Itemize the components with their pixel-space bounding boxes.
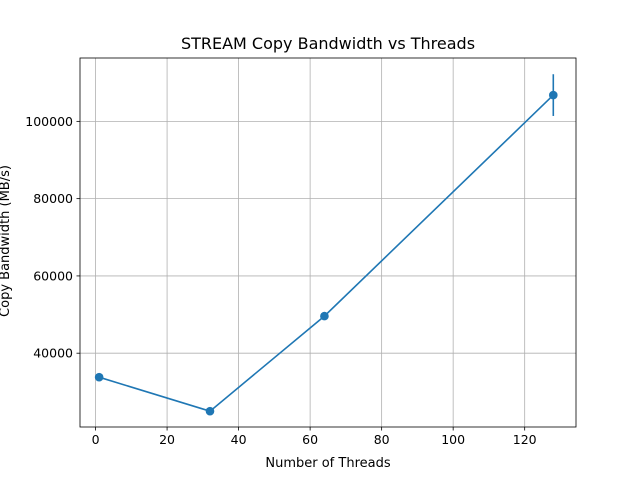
y-axis: 40000 60000 80000 100000	[25, 114, 80, 361]
chart-title: STREAM Copy Bandwidth vs Threads	[181, 34, 475, 53]
x-tick-label: 40	[231, 432, 247, 447]
data-point	[548, 90, 558, 100]
x-axis: 0 20 40 60 80 100 120	[92, 427, 537, 447]
data-point	[205, 406, 215, 416]
x-tick-label: 20	[159, 432, 175, 447]
plot-area	[94, 74, 558, 416]
y-tick-label: 100000	[25, 114, 73, 129]
x-tick-label: 80	[374, 432, 390, 447]
y-tick-label: 80000	[33, 191, 73, 206]
grid	[80, 58, 576, 427]
x-axis-label: Number of Threads	[265, 456, 390, 471]
data-point	[320, 311, 329, 321]
series-line	[98, 94, 554, 413]
x-tick-label: 120	[513, 432, 537, 447]
x-tick-label: 100	[441, 432, 465, 447]
data-point	[94, 372, 104, 382]
y-axis-label: Copy Bandwidth (MB/s)	[0, 165, 13, 317]
axes-frame	[79, 57, 577, 428]
y-tick-label: 60000	[33, 268, 73, 283]
x-tick-label: 0	[92, 432, 100, 447]
y-tick-label: 40000	[33, 346, 73, 361]
x-tick-label: 60	[302, 432, 318, 447]
